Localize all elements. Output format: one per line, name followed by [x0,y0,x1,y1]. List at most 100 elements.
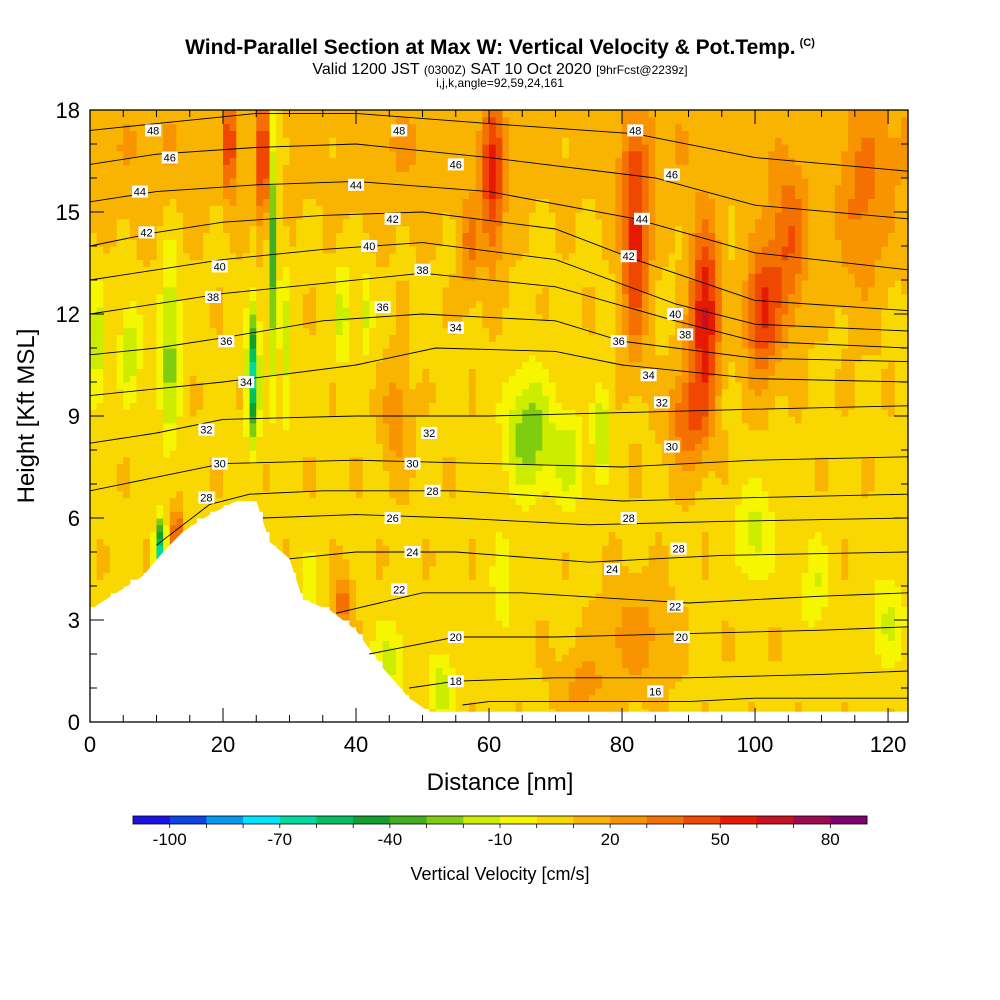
velocity-cell [336,443,344,451]
velocity-cell [429,314,437,322]
velocity-cell [522,552,530,560]
velocity-cell [515,402,523,410]
velocity-cell [143,538,151,546]
velocity-cell [169,164,178,172]
velocity-cell [262,130,271,138]
velocity-cell [329,171,337,179]
velocity-cell [116,246,124,254]
velocity-cell [369,137,377,145]
velocity-cell [528,354,537,363]
velocity-cell [302,266,311,274]
velocity-cell [282,429,291,437]
velocity-cell [123,436,131,444]
velocity-cell [223,402,231,410]
velocity-cell [362,300,370,308]
velocity-cell [109,171,118,179]
velocity-cell [475,300,483,308]
velocity-cell [183,225,191,233]
velocity-cell [349,388,357,397]
velocity-cell [96,314,104,322]
velocity-cell [242,252,251,261]
velocity-cell [349,422,357,431]
velocity-cell [189,382,198,390]
velocity-cell [309,218,317,227]
velocity-cell [322,592,331,601]
velocity-cell [495,395,503,403]
velocity-cell [103,212,111,220]
velocity-cell [362,116,370,125]
velocity-cell [163,232,171,240]
velocity-cell [322,246,331,254]
velocity-cell [442,130,450,138]
velocity-cell [203,341,211,349]
velocity-cell [90,239,98,247]
velocity-cell [296,354,304,363]
velocity-cell [236,402,244,410]
velocity-cell [103,218,111,227]
velocity-cell [189,280,198,288]
velocity-cell [409,341,417,349]
velocity-cell [402,300,410,308]
velocity-cell [262,395,271,403]
velocity-cell [409,361,417,369]
velocity-cell [116,443,124,451]
velocity-cell [322,171,331,179]
velocity-cell [302,300,311,308]
velocity-cell [482,225,490,233]
velocity-cell [183,490,191,499]
velocity-cell [336,327,344,335]
velocity-cell [109,116,118,125]
forecast-info: [9hrFcst@2239z] [596,63,688,77]
velocity-cell [96,246,104,254]
velocity-cell [409,259,417,267]
velocity-cell [342,422,350,431]
velocity-cell [495,484,503,492]
velocity-cell [322,484,331,492]
velocity-cell [409,388,417,397]
velocity-cell [329,504,337,512]
velocity-cell [123,232,131,240]
velocity-cell [302,592,311,601]
velocity-cell [129,327,138,335]
velocity-cell [183,368,191,376]
velocity-cell [223,178,231,186]
velocity-cell [402,450,410,458]
velocity-cell [522,565,530,573]
velocity-cell [475,314,483,322]
velocity-cell [349,484,357,492]
velocity-cell [109,273,118,281]
velocity-cell [236,368,244,376]
velocity-cell [183,334,191,342]
velocity-cell [302,252,311,261]
velocity-cell [455,660,464,669]
velocity-cell [282,524,291,533]
velocity-cell [402,620,410,628]
velocity-cell [236,205,244,213]
velocity-cell [369,300,377,308]
velocity-cell [389,647,397,655]
velocity-cell [236,218,244,227]
velocity-cell [422,552,430,560]
velocity-cell [90,191,98,199]
velocity-cell [109,436,118,444]
velocity-cell [402,395,410,403]
velocity-cell [508,497,517,505]
velocity-cell [129,266,138,274]
velocity-cell [482,545,490,553]
velocity-cell [123,110,131,118]
velocity-cell [90,361,98,369]
velocity-cell [289,422,297,431]
velocity-cell [336,341,344,349]
velocity-cell [316,443,324,451]
velocity-cell [123,538,131,546]
velocity-cell [229,416,237,424]
velocity-cell [528,409,537,417]
velocity-cell [90,586,98,594]
velocity-cell [469,191,477,199]
velocity-cell [269,171,277,179]
velocity-cell [216,123,224,131]
velocity-cell [163,307,171,315]
velocity-cell [402,266,410,274]
velocity-cell [522,531,530,539]
velocity-cell [249,436,257,444]
